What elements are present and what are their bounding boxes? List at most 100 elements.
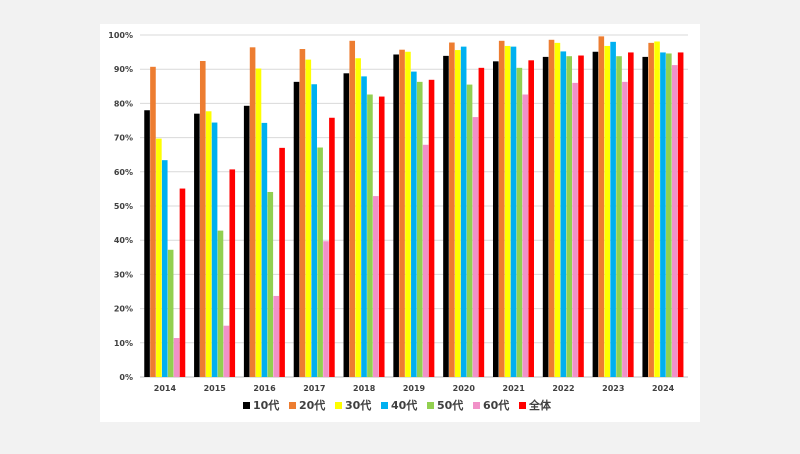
y-tick-label: 80% — [114, 99, 133, 108]
bar-2015-series-4 — [217, 230, 224, 377]
bar-2020-series-2 — [454, 50, 461, 377]
bar-2018-series-0 — [343, 73, 350, 377]
bar-2017-series-1 — [299, 49, 306, 377]
legend-label-3: 40代 — [391, 398, 417, 412]
legend-label-4: 50代 — [437, 398, 463, 412]
bar-2018-series-5 — [373, 196, 379, 377]
bar-2022-series-5 — [572, 82, 578, 377]
x-tick-label: 2019 — [403, 384, 426, 393]
bar-2017-series-6 — [329, 117, 335, 377]
legend-swatch-2 — [335, 402, 342, 409]
bar-2017-series-5 — [323, 241, 329, 377]
bar-2017-series-0 — [293, 81, 300, 377]
y-tick-label: 70% — [114, 134, 133, 143]
bar-2021-series-5 — [522, 94, 529, 378]
x-tick-label: 2016 — [253, 384, 276, 393]
bar-2015-series-3 — [211, 122, 218, 377]
legend-swatch-6 — [519, 402, 526, 409]
bar-2019-series-1 — [399, 49, 405, 378]
x-tick-label: 2014 — [154, 384, 177, 393]
bar-2020-series-3 — [460, 46, 467, 378]
legend-label-5: 60代 — [483, 398, 509, 412]
bar-2016-series-1 — [249, 47, 256, 377]
bar-2021-series-4 — [516, 67, 523, 377]
bar-2018-series-3 — [361, 76, 367, 377]
y-tick-label: 10% — [114, 339, 133, 348]
x-tick-label: 2018 — [353, 384, 376, 393]
bar-2016-series-5 — [273, 295, 279, 377]
bar-2014-series-6 — [179, 188, 186, 377]
bar-2019-series-0 — [393, 54, 399, 378]
bar-2018-series-6 — [378, 96, 385, 377]
y-tick-label: 100% — [108, 31, 133, 40]
bar-2016-series-0 — [243, 105, 250, 377]
bar-2016-series-2 — [255, 68, 262, 378]
x-tick-label: 2024 — [652, 384, 675, 393]
bar-2019-series-3 — [411, 71, 417, 378]
bar-2018-series-4 — [367, 94, 373, 378]
bar-2022-series-6 — [578, 55, 584, 378]
bar-2023-series-2 — [604, 45, 611, 377]
bar-2022-series-2 — [554, 42, 561, 378]
legend-label-6: 全体 — [528, 398, 552, 412]
x-tick-label: 2022 — [552, 384, 574, 393]
bar-2023-series-5 — [622, 81, 628, 377]
bar-2018-series-2 — [355, 58, 361, 377]
bar-2018-series-1 — [349, 40, 356, 378]
bar-2017-series-3 — [311, 84, 318, 378]
bar-2014-series-0 — [144, 110, 150, 378]
legend-swatch-0 — [243, 402, 250, 409]
bar-2016-series-4 — [267, 191, 274, 377]
x-tick-label: 2020 — [453, 384, 476, 393]
legend-swatch-5 — [473, 402, 480, 409]
bar-2021-series-1 — [498, 40, 505, 378]
bar-2023-series-0 — [592, 51, 599, 378]
bar-2019-series-5 — [422, 144, 429, 377]
bar-2021-series-2 — [504, 45, 511, 377]
bar-2016-series-3 — [261, 122, 268, 377]
bar-2022-series-1 — [548, 39, 555, 378]
bar-2017-series-2 — [305, 59, 312, 378]
bar-2023-series-1 — [598, 36, 605, 377]
y-tick-label: 50% — [114, 202, 133, 211]
bar-2024-series-5 — [671, 65, 678, 377]
legend-swatch-4 — [427, 402, 434, 409]
bar-2021-series-6 — [528, 60, 534, 378]
bar-2016-series-6 — [279, 147, 285, 377]
bar-2014-series-2 — [156, 138, 162, 377]
bar-2019-series-6 — [428, 79, 435, 377]
y-tick-label: 40% — [114, 236, 133, 245]
bar-2015-series-1 — [199, 60, 206, 377]
y-tick-label: 90% — [114, 65, 133, 74]
bar-2024-series-2 — [654, 41, 660, 378]
bar-2021-series-3 — [510, 46, 517, 378]
bar-2015-series-2 — [205, 111, 212, 378]
bar-2023-series-6 — [628, 52, 634, 377]
bar-2020-series-4 — [466, 84, 473, 377]
bar-2014-series-4 — [167, 249, 174, 377]
bar-2024-series-4 — [666, 53, 672, 378]
bar-2024-series-1 — [648, 42, 654, 378]
bar-2020-series-1 — [449, 42, 455, 378]
legend-label-0: 10代 — [253, 398, 279, 412]
legend-label-1: 20代 — [299, 398, 325, 412]
y-tick-label: 60% — [114, 168, 133, 177]
bar-2019-series-2 — [405, 51, 411, 378]
bar-2024-series-0 — [642, 56, 649, 377]
bar-2023-series-3 — [610, 41, 616, 378]
bar-2015-series-0 — [194, 113, 200, 377]
bar-2020-series-0 — [443, 55, 449, 377]
bar-2017-series-4 — [317, 147, 323, 377]
bar-2022-series-4 — [566, 56, 573, 377]
x-tick-label: 2021 — [503, 384, 526, 393]
bar-2022-series-3 — [560, 51, 567, 377]
bar-2014-series-5 — [173, 338, 180, 377]
legend-swatch-3 — [381, 402, 388, 409]
y-tick-label: 30% — [114, 270, 133, 279]
bar-2019-series-4 — [416, 81, 423, 377]
y-tick-label: 20% — [114, 305, 133, 314]
y-tick-label: 0% — [119, 373, 133, 382]
bar-2021-series-0 — [492, 61, 499, 378]
legend-label-2: 30代 — [345, 398, 371, 412]
